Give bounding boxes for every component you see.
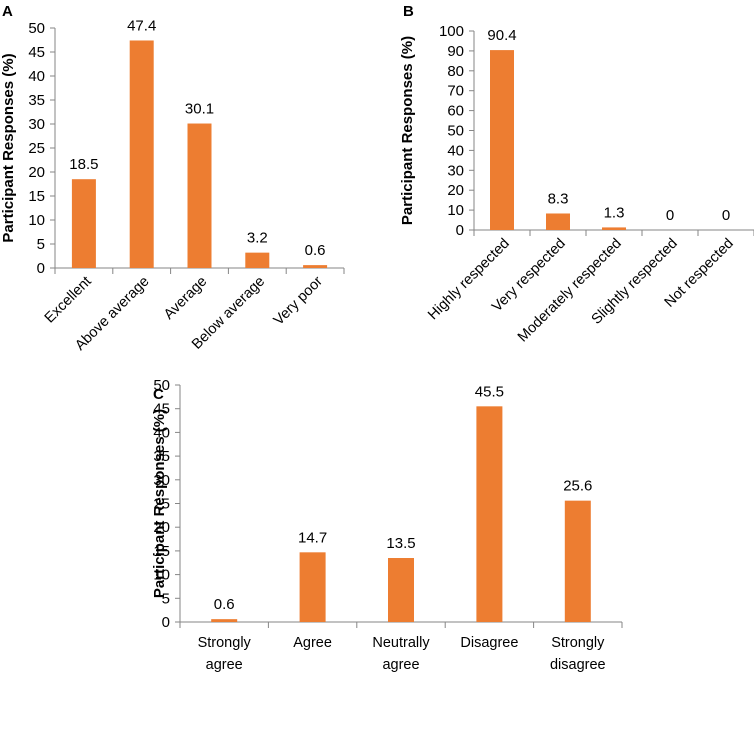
category-label-a-average: Average	[161, 274, 210, 323]
data-label-c-agree: 14.7	[298, 529, 327, 546]
category-label-a-excellent: Excellent	[42, 274, 95, 327]
data-label-a-below-average: 3.2	[247, 230, 268, 247]
data-label-c-strongly-disagree: 25.6	[563, 478, 592, 495]
bar-a-excellent	[71, 179, 96, 268]
y-axis-title-c: Participant Responses (%)	[151, 409, 168, 598]
y-tick-label-c-35: 35	[153, 448, 170, 465]
category-label-b-moderately-respected: Moderately respected	[515, 236, 625, 346]
y-tick-label-a-15: 15	[28, 188, 45, 205]
data-label-c-strongly-agree: 0.6	[214, 596, 235, 613]
data-label-b-highly-respected: 90.4	[487, 27, 516, 44]
y-tick-label-a-5: 5	[37, 236, 45, 253]
data-label-a-average: 30.1	[185, 101, 214, 118]
data-label-b-slightly-respected: 0	[666, 207, 674, 224]
panel-label-c: C	[153, 386, 164, 403]
y-tick-label-c-50: 50	[153, 377, 170, 394]
y-axis-title-b: Participant Responses (%)	[399, 36, 416, 225]
y-tick-label-a-45: 45	[28, 44, 45, 61]
bar-c-agree	[299, 552, 326, 622]
panel-label-b: B	[403, 3, 414, 20]
bar-a-above-average	[129, 40, 154, 269]
category-label-c-neutrally-agree: Neutrally agree	[372, 635, 430, 673]
y-tick-label-c-10: 10	[153, 567, 170, 584]
y-tick-label-b-100: 100	[439, 23, 464, 40]
bar-c-neutrally-agree	[388, 558, 414, 622]
category-label-c-strongly-agree: Strongly agree	[198, 635, 252, 673]
y-tick-label-b-60: 60	[447, 103, 464, 120]
bar-a-very-poor	[303, 265, 328, 268]
data-label-c-disagree: 45.5	[475, 383, 504, 400]
panel-c: C Participant Responses (%) 0 5 10 15 20 25 30 35…	[151, 377, 623, 673]
category-label-a-very-poor: Very poor	[271, 273, 326, 328]
data-label-a-excellent: 18.5	[69, 156, 98, 173]
y-tick-label-b-70: 70	[447, 83, 464, 100]
data-label-b-moderately-respected: 1.3	[604, 204, 625, 221]
y-tick-label-c-30: 30	[153, 472, 170, 489]
data-label-c-neutrally-agree: 13.5	[386, 535, 415, 552]
category-label-c-disagree: Disagree	[460, 635, 518, 651]
y-tick-label-b-50: 50	[447, 123, 464, 140]
y-tick-label-b-20: 20	[447, 182, 464, 199]
panel-a: A Participant Responses (%) 0 5 10 15 20 25 30 35…	[0, 3, 345, 354]
y-tick-label-c-0: 0	[162, 614, 170, 631]
y-tick-label-c-15: 15	[153, 543, 170, 560]
bar-b-moderately-respected	[602, 227, 626, 230]
y-tick-label-a-40: 40	[28, 68, 45, 85]
category-label-c-agree: Agree	[293, 635, 332, 651]
y-tick-label-b-30: 30	[447, 162, 464, 179]
panel-label-a: A	[2, 3, 13, 20]
y-tick-label-a-35: 35	[28, 92, 45, 109]
y-tick-label-b-80: 80	[447, 63, 464, 80]
category-label-c-strongly-disagree: Strongly disagree	[550, 635, 606, 673]
y-tick-label-a-30: 30	[28, 116, 45, 133]
y-tick-label-c-25: 25	[153, 496, 170, 513]
y-tick-label-b-10: 10	[447, 202, 464, 219]
bar-c-strongly-agree	[211, 619, 238, 622]
y-tick-label-a-50: 50	[28, 20, 45, 37]
y-axis-title-a: Participant Responses (%)	[0, 53, 17, 242]
y-tick-label-a-0: 0	[37, 260, 45, 277]
y-tick-label-c-20: 20	[153, 519, 170, 536]
bar-c-strongly-disagree	[564, 500, 591, 622]
y-tick-label-c-40: 40	[153, 424, 170, 441]
y-tick-label-b-40: 40	[447, 142, 464, 159]
bar-a-average	[187, 123, 212, 269]
y-tick-label-c-45: 45	[153, 401, 170, 418]
y-tick-label-a-20: 20	[28, 164, 45, 181]
bar-b-very-respected	[546, 213, 570, 230]
y-tick-label-c-5: 5	[162, 590, 170, 607]
bar-a-below-average	[245, 252, 270, 268]
panel-b: B Participant Responses (%) 0 10 20 30 40 50 60 7…	[399, 3, 754, 345]
data-label-a-very-poor: 0.6	[305, 242, 326, 259]
data-label-b-not-respected: 0	[722, 207, 730, 224]
y-tick-label-a-10: 10	[28, 212, 45, 229]
data-label-b-very-respected: 8.3	[548, 190, 569, 207]
y-tick-label-a-25: 25	[28, 140, 45, 157]
y-tick-label-b-90: 90	[447, 43, 464, 60]
bar-c-disagree	[476, 406, 503, 622]
y-tick-label-b-0: 0	[456, 222, 464, 239]
data-label-a-above-average: 47.4	[127, 17, 156, 34]
bar-b-highly-respected	[490, 50, 514, 230]
